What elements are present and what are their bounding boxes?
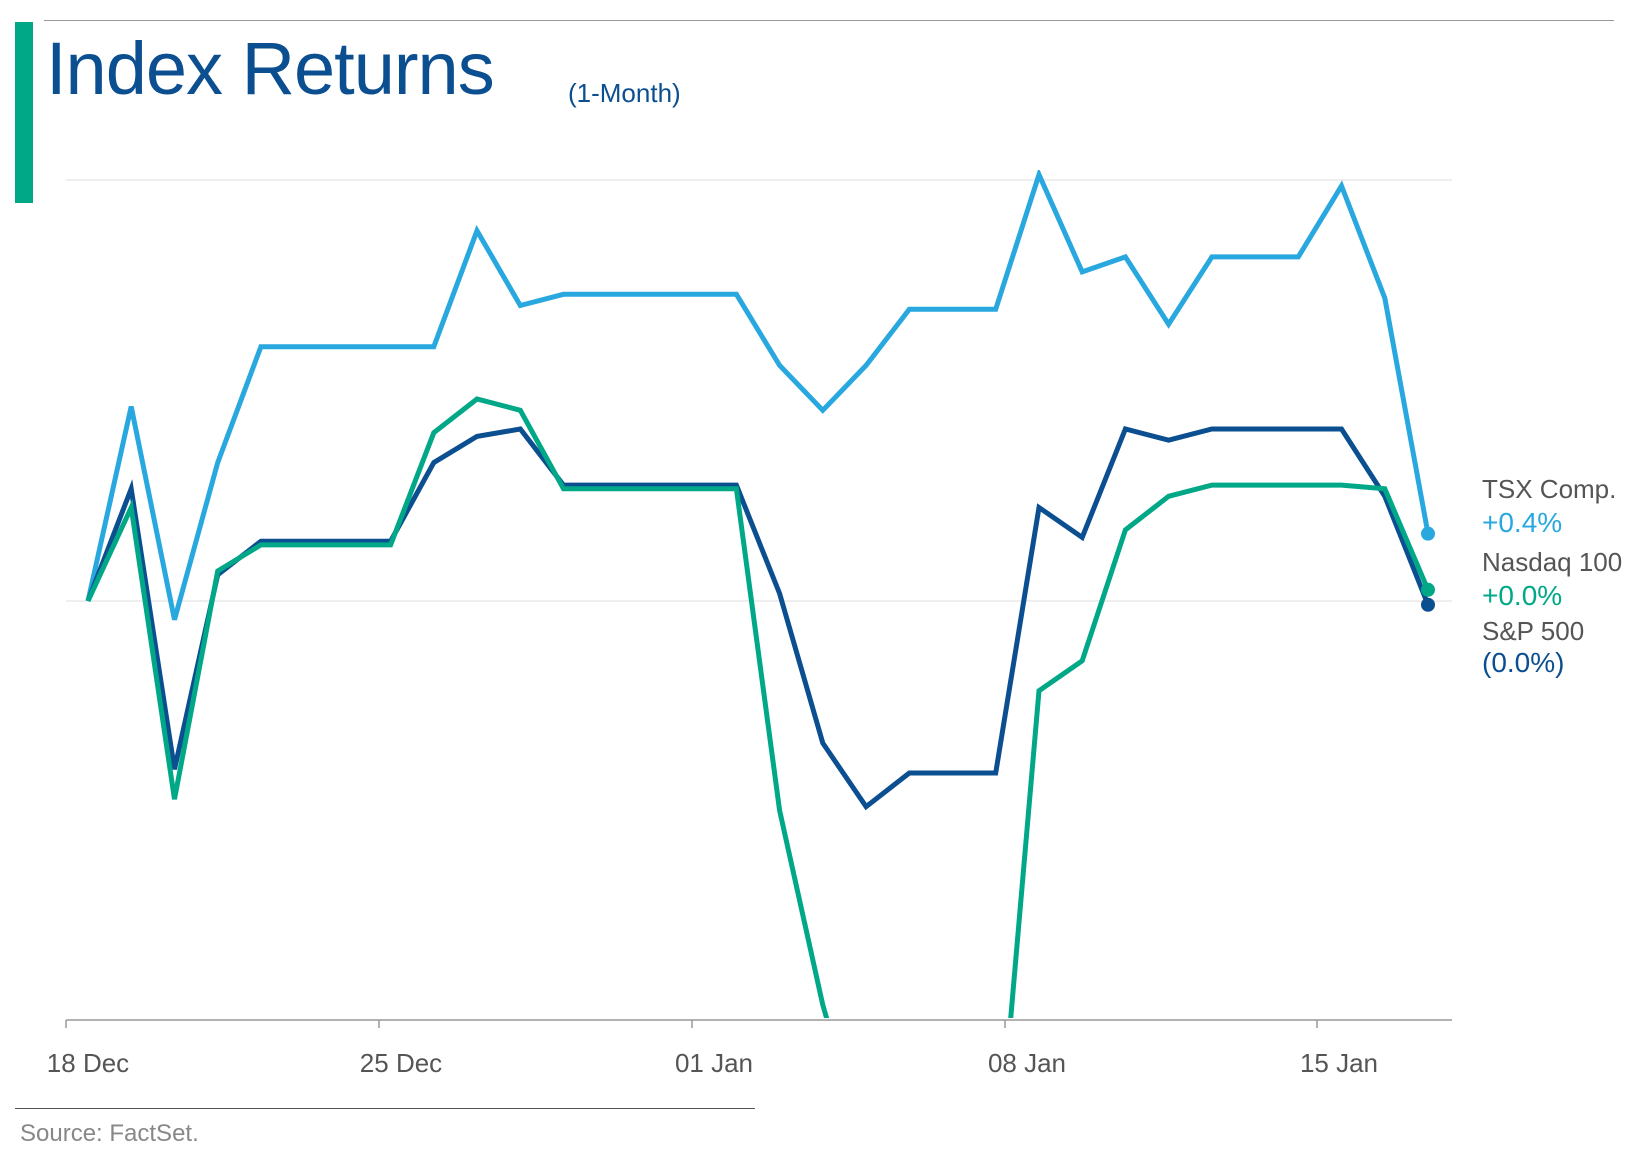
chart-title: Index Returns <box>46 27 495 110</box>
x-axis: 18 Dec 25 Dec 01 Jan 08 Jan 15 Jan <box>47 1019 1452 1078</box>
x-tick-label: 01 Jan <box>675 1048 753 1078</box>
series-line <box>85 396 1431 1018</box>
top-rule <box>44 20 1614 21</box>
series-line <box>85 426 1431 811</box>
series-name-label: TSX Comp. <box>1482 474 1616 504</box>
chart-subtitle: (1-Month) <box>568 78 681 108</box>
series-value-label: +0.0% <box>1482 580 1562 611</box>
end-point-marker <box>1421 597 1435 612</box>
x-tick-label: 25 Dec <box>360 1048 442 1078</box>
series-value-label: (0.0%) <box>1482 647 1564 678</box>
x-tick-label: 08 Jan <box>988 1048 1066 1078</box>
end-point-marker <box>1421 526 1435 541</box>
end-labels: TSX Comp.+0.4% Nasdaq 100+0.0% S&P 500(0.0… <box>1482 474 1622 678</box>
x-tick-label: 15 Jan <box>1300 1048 1378 1078</box>
end-markers <box>1421 526 1435 612</box>
source-note: Source: FactSet. <box>20 1120 199 1147</box>
x-tick-label: 18 Dec <box>47 1048 129 1078</box>
series-value-label: +0.4% <box>1482 507 1562 538</box>
title-accent-bar <box>15 22 33 203</box>
end-point-marker <box>1421 582 1435 597</box>
series-line <box>85 170 1431 621</box>
series-lines <box>85 170 1431 1018</box>
series-name-label: S&P 500 <box>1482 616 1584 646</box>
series-name-label: Nasdaq 100 <box>1482 547 1622 577</box>
gridlines <box>66 179 1452 602</box>
source-rule <box>15 1108 755 1109</box>
line-chart: 18 Dec 25 Dec 01 Jan 08 Jan 15 Jan TSX Comp.… <box>47 170 1622 1078</box>
